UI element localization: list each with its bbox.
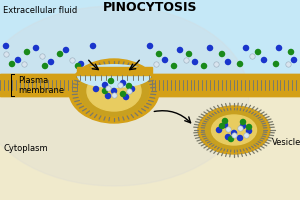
Point — [112, 89, 116, 93]
Point — [49, 60, 53, 64]
Text: Extracellular fluid: Extracellular fluid — [3, 6, 77, 15]
Circle shape — [212, 115, 256, 145]
Point — [16, 58, 20, 62]
Point — [223, 119, 227, 123]
Point — [178, 48, 182, 52]
Point — [238, 136, 242, 140]
Point — [109, 79, 113, 83]
Circle shape — [198, 106, 270, 154]
Bar — [152, 90, 300, 96]
Point — [247, 125, 251, 129]
Point — [214, 62, 218, 66]
Point — [148, 44, 152, 48]
Point — [229, 137, 233, 141]
Point — [163, 58, 167, 62]
Point — [289, 50, 293, 54]
Point — [76, 64, 80, 68]
Point — [157, 52, 161, 56]
Circle shape — [206, 111, 262, 149]
Text: PINOCYTOSIS: PINOCYTOSIS — [103, 1, 197, 14]
Point — [232, 133, 236, 137]
Point — [187, 52, 191, 56]
Point — [10, 62, 14, 66]
Point — [202, 64, 206, 68]
Point — [226, 127, 230, 131]
Bar — [0, 0, 300, 76]
Point — [103, 83, 107, 87]
Point — [34, 46, 38, 50]
Bar — [0, 74, 76, 96]
Point — [91, 44, 95, 48]
Ellipse shape — [80, 66, 148, 116]
Point — [25, 50, 29, 54]
Point — [244, 133, 248, 137]
Point — [4, 52, 8, 56]
Point — [277, 46, 281, 50]
Point — [256, 50, 260, 54]
Bar — [76, 67, 152, 75]
Point — [241, 120, 245, 124]
Bar — [152, 74, 300, 80]
Point — [127, 84, 131, 88]
Point — [220, 124, 224, 128]
Point — [121, 92, 125, 96]
Ellipse shape — [87, 71, 141, 111]
Point — [64, 48, 68, 52]
Point — [118, 83, 122, 87]
Point — [238, 62, 242, 66]
Point — [241, 124, 245, 128]
Point — [40, 54, 44, 58]
Point — [292, 58, 296, 62]
Circle shape — [0, 6, 249, 186]
Point — [208, 46, 212, 50]
Point — [106, 94, 110, 98]
Point — [103, 89, 107, 93]
Point — [106, 86, 110, 90]
Point — [124, 95, 128, 99]
Bar — [0, 94, 300, 200]
Point — [286, 62, 290, 66]
Point — [172, 64, 176, 68]
Point — [79, 62, 83, 66]
Point — [154, 62, 158, 66]
Bar — [0, 90, 76, 96]
Point — [22, 62, 26, 66]
Ellipse shape — [69, 59, 159, 123]
Bar — [0, 74, 76, 80]
Text: Cytoplasm: Cytoplasm — [3, 144, 48, 153]
Point — [247, 129, 251, 133]
Point — [223, 123, 227, 127]
Point — [193, 60, 197, 64]
Point — [232, 131, 236, 135]
Point — [43, 64, 47, 68]
Point — [58, 52, 62, 56]
Point — [250, 54, 254, 58]
Point — [262, 58, 266, 62]
Point — [112, 93, 116, 97]
Point — [121, 81, 125, 85]
Point — [274, 62, 278, 66]
Point — [226, 135, 230, 139]
Point — [4, 44, 8, 48]
Point — [226, 60, 230, 64]
Point — [70, 58, 74, 62]
Point — [184, 58, 188, 62]
Point — [244, 46, 248, 50]
Point — [220, 52, 224, 56]
Point — [217, 128, 221, 132]
Ellipse shape — [78, 65, 150, 87]
Point — [94, 87, 98, 91]
Text: Plasma
membrane: Plasma membrane — [18, 76, 64, 95]
Text: Vesicle: Vesicle — [272, 138, 300, 147]
Point — [238, 126, 242, 130]
Point — [130, 87, 134, 91]
Point — [127, 89, 131, 93]
Bar — [152, 74, 300, 96]
